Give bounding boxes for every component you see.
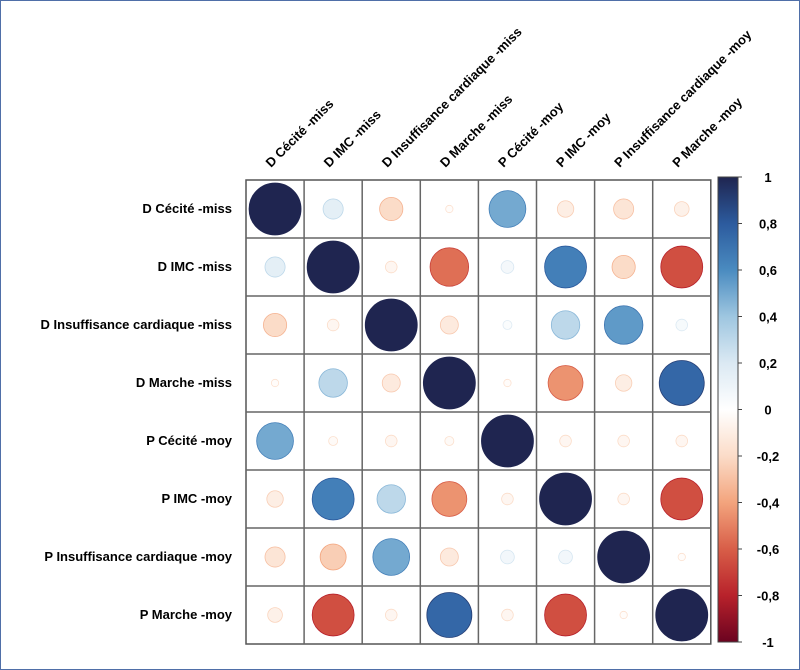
row-label: P IMC -moy [161, 491, 232, 506]
correlation-circle [558, 549, 573, 565]
correlation-circle [611, 254, 636, 280]
correlation-circle [544, 593, 587, 637]
correlation-circle [503, 378, 512, 388]
correlation-circle [500, 260, 515, 274]
correlation-circle [376, 484, 406, 514]
correlation-circle [385, 260, 398, 274]
correlation-circle [675, 434, 688, 448]
correlation-circle [311, 593, 355, 637]
correlation-circle [318, 368, 348, 398]
correlation-circle [266, 490, 284, 508]
correlation-circle [502, 320, 513, 330]
correlation-circle [385, 434, 398, 448]
column-label: P IMC -moy [553, 109, 614, 170]
correlation-circle [364, 298, 418, 352]
correlation-circle [660, 477, 704, 521]
row-label: D IMC -miss [158, 259, 232, 274]
correlation-circle [385, 608, 398, 622]
correlation-circle [501, 492, 514, 506]
correlation-circle [660, 245, 704, 289]
correlation-circle [547, 365, 584, 401]
correlation-circle [655, 588, 709, 642]
correlation-circle [328, 436, 339, 446]
correlation-circle [431, 481, 468, 517]
correlation-circle [617, 492, 630, 506]
correlation-circle [488, 190, 527, 228]
correlation-circle [613, 198, 635, 220]
correlation-circle [675, 318, 688, 332]
colorbar-tick-label: -0,4 [757, 496, 780, 511]
colorbar-tick-label: 1 [764, 170, 771, 185]
correlation-circle [615, 374, 633, 392]
correlation-circle [559, 434, 572, 448]
correlation-circle [550, 310, 581, 340]
correlation-circle [429, 247, 470, 287]
colorbar-tick-label: -1 [762, 635, 774, 650]
colorbar-tick-label: 0,2 [759, 356, 777, 371]
correlation-circle [263, 312, 288, 338]
correlation-circle [501, 608, 514, 622]
correlation-circle [306, 240, 360, 294]
correlation-circle [319, 543, 347, 571]
correlation-circle [619, 610, 628, 620]
correlation-circle [500, 549, 515, 565]
correlation-circle [481, 414, 534, 468]
correlation-circle [422, 356, 476, 410]
colorbar [717, 176, 739, 643]
correlation-circle [444, 436, 455, 446]
correlation-circle [264, 256, 286, 278]
correlation-circle [326, 318, 340, 332]
correlation-circle [556, 200, 575, 218]
column-label: D IMC -miss [321, 107, 384, 170]
colorbar-tick-label: 0,6 [759, 263, 777, 278]
row-label: D Insuffisance cardiaque -miss [41, 317, 232, 332]
correlation-circle [256, 422, 294, 460]
correlation-circle [603, 305, 644, 345]
correlation-circle [445, 204, 454, 214]
correlation-circle [372, 538, 411, 576]
correlation-circle [539, 472, 592, 526]
row-label: D Cécité -miss [142, 201, 232, 216]
colorbar-tick-label: -0,6 [757, 542, 779, 557]
correlation-circle [439, 547, 459, 567]
row-label: P Insuffisance cardiaque -moy [44, 549, 232, 564]
correlation-circle [439, 315, 459, 335]
correlation-circle [311, 477, 355, 521]
correlation-circle [426, 592, 473, 638]
colorbar-tick-label: 0,4 [759, 310, 778, 325]
correlation-circle [617, 434, 630, 448]
correlation-circle [379, 196, 404, 222]
correlation-circle [381, 373, 401, 393]
correlation-circle [322, 198, 344, 220]
colorbar-tick-label: -0,2 [757, 449, 779, 464]
row-label: P Cécité -moy [146, 433, 233, 448]
correlation-circle [597, 530, 651, 584]
correlation-circle [658, 360, 705, 406]
correlation-circle [267, 607, 283, 623]
colorbar-tick-label: 0 [764, 403, 771, 418]
correlation-circle [544, 245, 587, 289]
correlation-circle [677, 552, 686, 562]
row-label: D Marche -miss [136, 375, 232, 390]
correlation-circle [673, 201, 690, 217]
colorbar-tick-label: 0,8 [759, 217, 777, 232]
correlation-circle [270, 378, 280, 388]
correlation-circle [248, 182, 302, 236]
colorbar-tick-label: -0,8 [757, 589, 779, 604]
row-label: P Marche -moy [140, 607, 233, 622]
correlation-circle [264, 546, 286, 568]
